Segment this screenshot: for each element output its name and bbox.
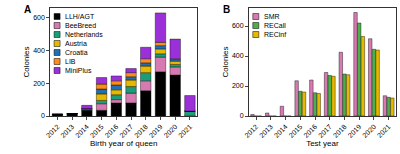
svg-text:Croatia: Croatia [65, 49, 88, 56]
svg-text:Austria: Austria [65, 40, 87, 47]
svg-text:Colonies: Colonies [221, 46, 230, 77]
svg-text:2020: 2020 [361, 123, 377, 139]
svg-text:RECinf: RECinf [264, 31, 286, 38]
svg-text:2018: 2018 [332, 123, 348, 139]
svg-text:Test year: Test year [306, 139, 339, 148]
svg-text:SMR: SMR [264, 13, 280, 20]
svg-text:Colonies: Colonies [22, 46, 31, 77]
svg-text:2017: 2017 [317, 123, 333, 139]
svg-text:BeeBreed: BeeBreed [65, 22, 96, 29]
svg-text:2021: 2021 [376, 123, 392, 139]
svg-text:2019: 2019 [346, 123, 362, 139]
svg-text:2014: 2014 [273, 123, 289, 139]
svg-text:LIB: LIB [65, 58, 76, 65]
svg-text:A: A [24, 4, 31, 15]
svg-text:0: 0 [240, 112, 244, 119]
svg-text:Birth year of queen: Birth year of queen [90, 139, 158, 148]
svg-text:2012: 2012 [243, 123, 259, 139]
svg-text:MiniPlus: MiniPlus [65, 67, 92, 74]
svg-text:2017: 2017 [118, 123, 134, 139]
svg-text:2019: 2019 [148, 123, 164, 139]
svg-text:2013: 2013 [258, 123, 274, 139]
svg-text:200: 200 [232, 82, 244, 89]
svg-text:B: B [223, 4, 230, 15]
svg-text:400: 400 [33, 47, 45, 54]
svg-text:2013: 2013 [59, 123, 75, 139]
svg-text:2021: 2021 [177, 123, 193, 139]
svg-text:600: 600 [33, 14, 45, 21]
svg-text:RECall: RECall [264, 22, 286, 29]
svg-text:2016: 2016 [302, 123, 318, 139]
svg-text:2012: 2012 [45, 123, 61, 139]
svg-text:400: 400 [232, 52, 244, 59]
svg-text:LLH/AGT: LLH/AGT [65, 13, 95, 20]
svg-text:2015: 2015 [288, 123, 304, 139]
svg-text:2015: 2015 [89, 123, 105, 139]
svg-text:600: 600 [232, 22, 244, 29]
svg-text:2016: 2016 [104, 123, 120, 139]
svg-text:0: 0 [41, 112, 45, 119]
svg-text:2014: 2014 [74, 123, 90, 139]
svg-text:Netherlands: Netherlands [65, 31, 103, 38]
svg-text:200: 200 [33, 80, 45, 87]
svg-text:2020: 2020 [162, 123, 178, 139]
svg-text:2018: 2018 [133, 123, 149, 139]
